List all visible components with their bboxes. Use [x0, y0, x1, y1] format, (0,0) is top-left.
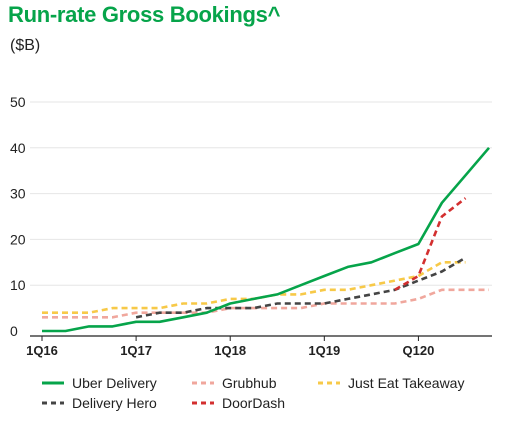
legend-item-uber-delivery: Uber Delivery [42, 375, 157, 391]
chart-title: Run-rate Gross Bookings^ [8, 2, 281, 27]
legend-item-just-eat-takeaway: Just Eat Takeaway [318, 375, 464, 391]
y-tick-label: 10 [10, 277, 26, 293]
legend-label: Uber Delivery [72, 375, 157, 391]
legend-swatch [192, 401, 214, 405]
y-tick-label: 0 [10, 323, 18, 339]
legend-swatch [42, 401, 64, 405]
legend-item-grubhub: Grubhub [192, 375, 276, 391]
x-tick-label: 1Q19 [308, 343, 340, 358]
legend-item-delivery-hero: Delivery Hero [42, 395, 157, 411]
x-tick-label: 1Q18 [214, 343, 246, 358]
legend-label: Grubhub [222, 375, 277, 391]
y-tick-label: 40 [10, 140, 26, 156]
series-line-uber-delivery [42, 146, 490, 333]
series-line-grubhub [42, 288, 489, 319]
series-line-just-eat-takeaway [42, 261, 466, 314]
legend-label: Delivery Hero [72, 395, 157, 411]
legend-label: DoorDash [222, 395, 286, 411]
x-tick-label: Q120 [403, 343, 435, 358]
x-axis: 1Q16 1Q17 1Q18 1Q19 Q120 [26, 335, 492, 358]
y-tick-label: 20 [10, 231, 26, 247]
series-lines [42, 146, 490, 333]
y-tick-labels: 0 10 20 30 40 50 [10, 94, 26, 339]
gridlines [30, 101, 492, 286]
legend-swatch [192, 381, 214, 385]
legend-swatch [42, 381, 64, 385]
x-tick-label: 1Q16 [26, 343, 58, 358]
legend-swatch [318, 381, 340, 385]
x-tick-label: 1Q17 [120, 343, 152, 358]
legend-label: Just Eat Takeaway [348, 375, 465, 391]
legend-item-doordash: DoorDash [192, 395, 285, 411]
y-tick-label: 30 [10, 186, 26, 202]
series-line-delivery-hero [135, 256, 467, 319]
y-tick-label: 50 [10, 94, 26, 110]
chart-subtitle: ($B) [10, 37, 41, 54]
series-line-doordash [394, 197, 467, 291]
